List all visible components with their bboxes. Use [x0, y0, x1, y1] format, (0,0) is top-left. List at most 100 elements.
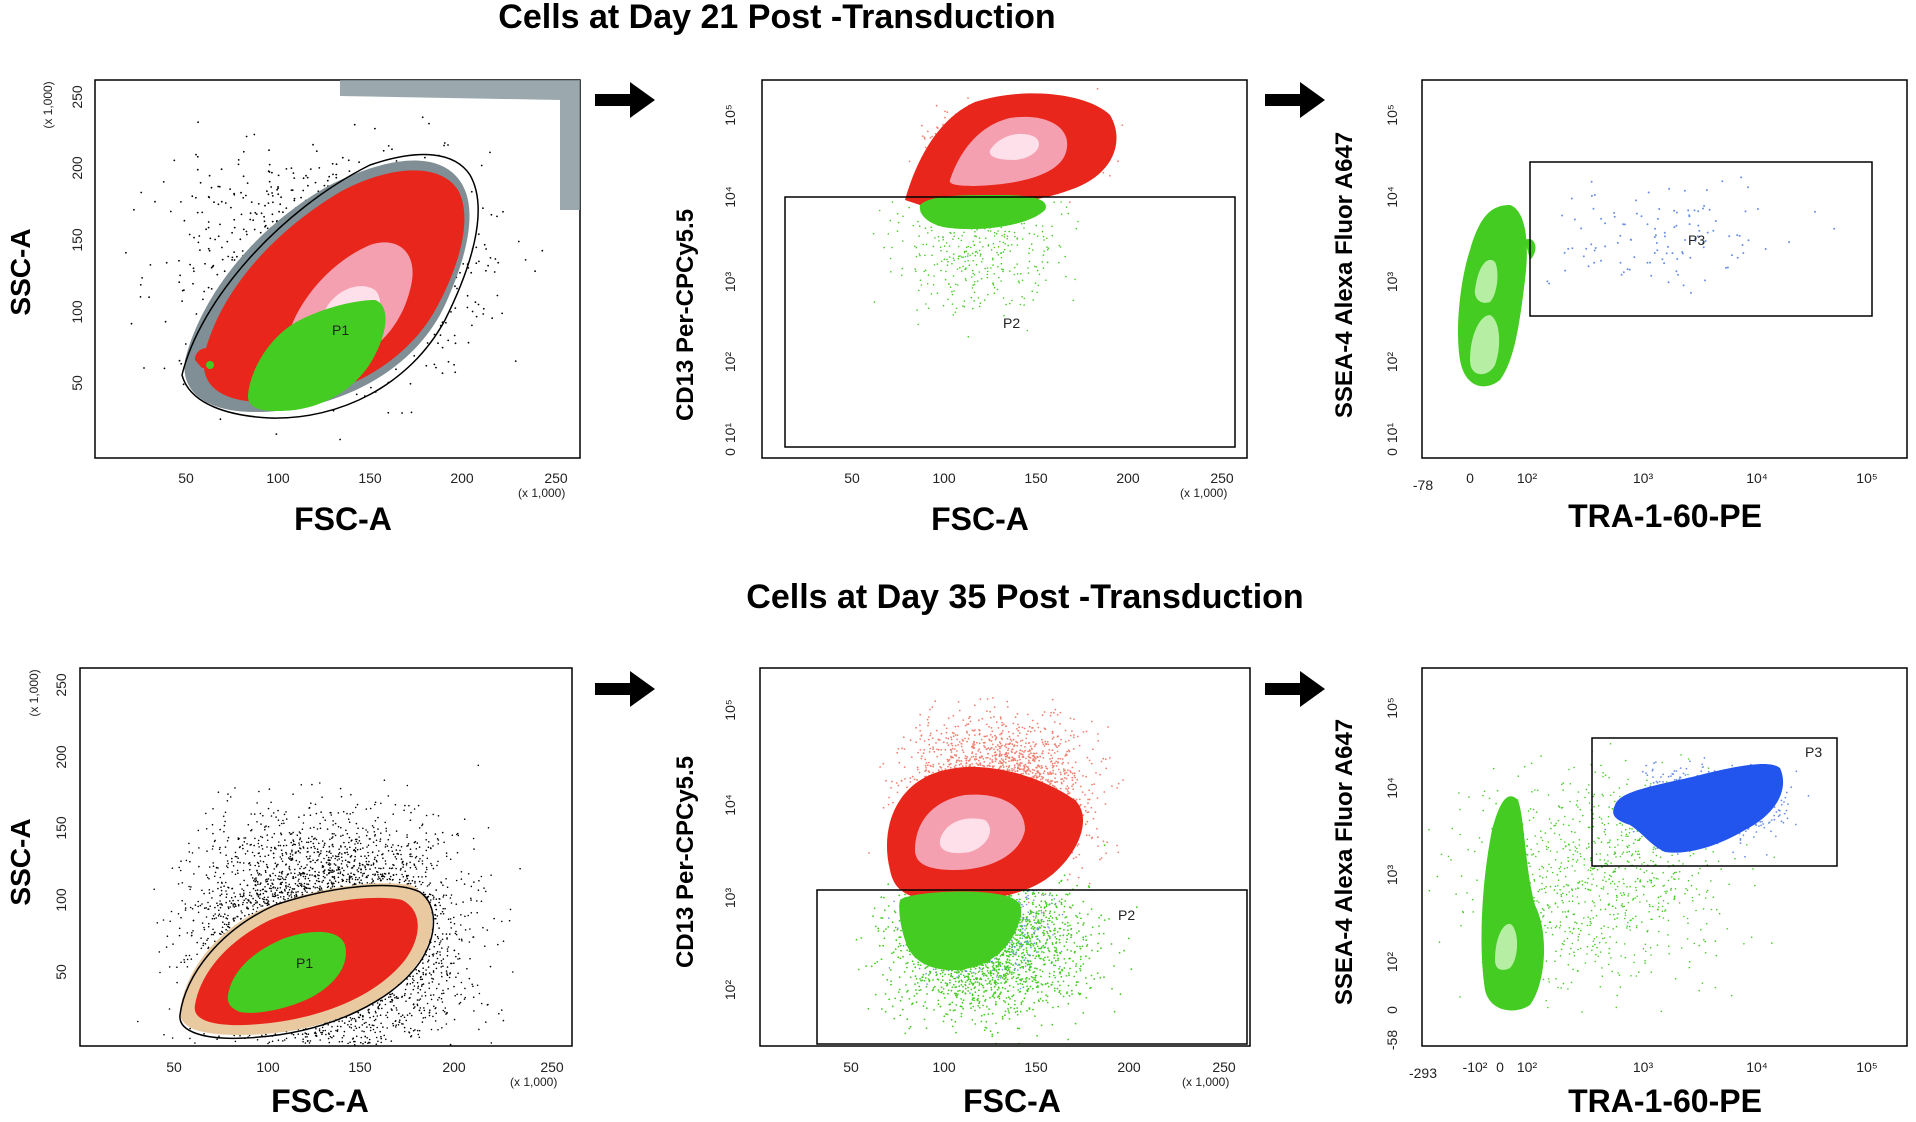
event-dot — [277, 187, 279, 190]
event-dot — [293, 177, 296, 180]
event-dot — [473, 1010, 475, 1012]
event-dot — [236, 255, 238, 258]
event-dot — [283, 813, 286, 816]
event-dot — [919, 279, 922, 282]
event-dot — [208, 889, 211, 891]
event-dot — [1004, 230, 1006, 233]
event-dot — [249, 212, 252, 215]
event-dot — [337, 876, 340, 879]
event-dot — [463, 998, 466, 1000]
event-dot — [944, 278, 947, 281]
event-dot — [322, 846, 325, 848]
event-dot — [1676, 258, 1679, 260]
event-dot — [1646, 261, 1649, 264]
event-dot — [253, 133, 256, 136]
event-dot — [294, 868, 296, 871]
event-dot — [294, 876, 297, 879]
event-dot — [374, 856, 376, 859]
event-dot — [459, 271, 461, 274]
event-dot — [349, 856, 352, 858]
event-dot — [1666, 245, 1669, 248]
event-dot — [361, 882, 363, 884]
event-dot — [303, 814, 305, 816]
event-dot — [450, 902, 453, 904]
event-dot — [217, 235, 220, 238]
event-dot — [383, 872, 386, 875]
event-dot — [302, 1038, 304, 1040]
event-dot — [201, 211, 204, 214]
event-dot — [321, 1033, 323, 1036]
event-dot — [390, 846, 393, 849]
event-dot — [392, 853, 395, 855]
event-dot — [274, 887, 277, 889]
event-dot — [1051, 225, 1053, 228]
event-dot — [231, 231, 234, 234]
event-dot — [969, 254, 971, 257]
gate-label-p2: P2 — [1003, 315, 1020, 331]
event-dot — [355, 393, 358, 396]
event-dot — [300, 874, 302, 877]
event-dot — [422, 967, 425, 969]
event-dot — [1046, 246, 1048, 248]
event-dot — [952, 275, 955, 277]
event-dot — [421, 995, 423, 997]
event-dot — [930, 293, 933, 295]
event-dot — [325, 854, 328, 857]
event-dot — [942, 236, 944, 238]
event-dot — [219, 876, 222, 879]
event-dot — [1705, 189, 1708, 192]
event-dot — [972, 272, 974, 275]
event-dot — [372, 826, 375, 829]
event-dot — [402, 876, 405, 878]
event-dot — [973, 291, 976, 294]
event-dot — [374, 1031, 377, 1034]
event-dot — [240, 213, 243, 216]
event-dot — [228, 921, 230, 924]
event-dot — [997, 265, 999, 268]
event-dot — [514, 360, 517, 362]
event-dot — [983, 299, 986, 302]
event-dot — [260, 835, 262, 838]
event-dot — [447, 918, 450, 920]
event-dot — [1673, 226, 1676, 229]
event-dot — [286, 892, 289, 894]
event-dot — [289, 853, 292, 855]
event-dot — [274, 862, 277, 864]
event-dot — [1590, 180, 1593, 183]
event-dot — [1042, 235, 1045, 238]
event-dot — [1683, 189, 1686, 192]
event-dot — [331, 162, 334, 165]
y-tick-labels: 0 10¹ 10² 10³ 10⁴ 10⁵ — [722, 104, 738, 456]
event-dot — [470, 271, 473, 274]
event-dot — [483, 243, 486, 246]
event-dot — [332, 824, 334, 826]
event-dot — [409, 382, 412, 385]
event-dot — [312, 885, 315, 888]
event-dot — [953, 259, 955, 262]
event-dot — [271, 171, 273, 174]
event-dot — [390, 1040, 393, 1042]
event-dot — [425, 973, 427, 976]
event-dot — [423, 1009, 426, 1012]
event-dot — [955, 307, 958, 310]
event-dot — [417, 876, 420, 878]
event-dot — [965, 279, 967, 282]
event-dot — [902, 240, 904, 242]
event-dot — [1016, 237, 1019, 239]
event-dot — [350, 1027, 353, 1029]
event-dot — [946, 264, 949, 267]
event-dot — [1002, 251, 1005, 253]
event-dot — [453, 363, 455, 366]
event-dot — [200, 947, 203, 950]
event-dot — [264, 886, 266, 888]
event-dot — [987, 230, 990, 232]
event-dot — [278, 824, 281, 827]
event-dot — [917, 220, 919, 223]
event-dot — [337, 881, 340, 884]
event-dot — [388, 834, 391, 836]
event-dot — [225, 865, 228, 867]
event-dot — [433, 363, 436, 366]
event-dot — [475, 315, 478, 318]
event-dot — [489, 151, 491, 154]
event-dot — [395, 368, 397, 371]
